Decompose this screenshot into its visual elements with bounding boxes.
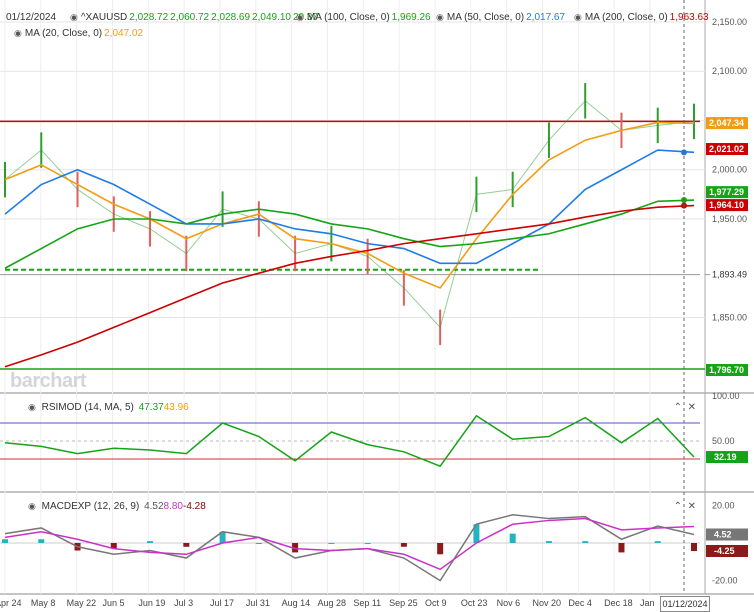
x-tick-label: May 22	[67, 598, 97, 608]
macd-histogram-bar	[437, 543, 444, 555]
legend-ma50[interactable]: ◉ MA (50, Close, 0) 2,017.67	[436, 12, 566, 23]
price-badge-bg	[706, 117, 748, 130]
macd-histogram-bar	[509, 533, 516, 543]
rsi-legend: ◉ RSIMOD (14, MA, 5) 47.3743.96	[28, 402, 189, 413]
legend-symbol[interactable]: ◉ ^XAUUSD 2,028.72 2,060.72 2,028.69 2,0…	[70, 12, 319, 23]
macd-histogram-bar	[473, 524, 480, 543]
price-badge-bg	[706, 364, 748, 376]
rsi-line	[4, 414, 695, 468]
price-badge: 1,977.29	[709, 187, 744, 197]
x-tick-label: Nov 6	[497, 598, 521, 608]
eye-icon[interactable]: ◉	[14, 28, 22, 38]
macd-histogram-bar	[147, 541, 154, 543]
x-tick-label: Aug 28	[318, 598, 347, 608]
macd-histogram-bar	[618, 543, 625, 553]
macd-histogram-bar	[2, 539, 8, 543]
macd-histogram-bar	[219, 531, 226, 543]
x-tick-label: Dec 4	[568, 598, 592, 608]
macd-histogram-bar	[110, 543, 117, 549]
macd-signal-line	[4, 517, 695, 571]
price-badge-bg	[706, 186, 748, 199]
series-line-3	[4, 199, 695, 269]
close-icon[interactable]: ✕	[687, 402, 696, 413]
x-tick-label: Jul 31	[246, 598, 270, 608]
x-tick-label: Dec 18	[604, 598, 633, 608]
macd-histogram-bar	[183, 543, 190, 547]
x-tick-label: Apr 24	[0, 598, 22, 608]
y-tick-label: 1,850.00	[712, 312, 747, 322]
x-tick-label: May 8	[31, 598, 56, 608]
x-tick-label: Sep 25	[389, 598, 418, 608]
x-tick-label: Oct 23	[461, 598, 488, 608]
x-tick-label: Jun 5	[103, 598, 125, 608]
legend-main: ◉ ^XAUUSD 2,028.72 2,060.72 2,028.69 2,0…	[70, 12, 332, 23]
legend-ma20[interactable]: ◉ MA (20, Close, 0) 2,047.02	[14, 28, 144, 39]
price-badge: 2,047.34	[709, 118, 744, 128]
macd-histogram-bar	[400, 543, 407, 547]
price-badge: 2,021.02	[709, 144, 744, 154]
legend-ma200[interactable]: ◉ MA (200, Close, 0) 1,963.63	[574, 12, 709, 23]
macd-histogram-bar	[255, 543, 262, 544]
price-badge-bg	[706, 199, 748, 212]
macd-badge-bg	[706, 544, 748, 557]
x-tick-label: Nov 20	[533, 598, 562, 608]
x-tick-label: Jul 17	[210, 598, 234, 608]
eye-icon[interactable]: ◉	[28, 501, 36, 511]
rsi-tick-label: 50.00	[712, 436, 735, 446]
eye-icon[interactable]: ◉	[70, 12, 78, 22]
macd-tick-label: -20.00	[712, 576, 738, 586]
macd-badge-top: 4.52	[714, 530, 732, 540]
x-tick-label: Aug 14	[282, 598, 311, 608]
y-tick-label: 2,150.00	[712, 17, 747, 27]
y-tick-label: 1,950.00	[712, 214, 747, 224]
x-tick-label: Oct 9	[425, 598, 447, 608]
x-tick-label: Jul 3	[174, 598, 193, 608]
current-date-box: 01/12/2024	[660, 596, 710, 612]
price-badge: 1,893.49	[712, 270, 747, 280]
macd-histogram-bar	[582, 541, 589, 543]
macd-panel-controls: ⌃ ✕	[674, 501, 696, 512]
rsi-panel-controls: ⌃ ✕	[674, 402, 696, 413]
eye-icon[interactable]: ◉	[28, 402, 36, 412]
rsi-badge: 32.19	[714, 452, 737, 462]
eye-icon[interactable]: ◉	[436, 12, 444, 22]
macd-histogram-bar	[292, 543, 299, 553]
eye-icon[interactable]: ◉	[574, 12, 582, 22]
macd-legend: ◉ MACDEXP (12, 26, 9) 4.528.80-4.28	[28, 501, 206, 512]
rsi-badge-bg	[706, 451, 748, 464]
y-tick-label: 2,000.00	[712, 165, 747, 175]
barchart-watermark: barchart	[10, 370, 87, 392]
series-line-4	[4, 204, 695, 368]
macd-histogram-bar	[38, 539, 45, 543]
macd-tick-label: 20.00	[712, 500, 735, 510]
series-line-0	[4, 100, 695, 329]
x-tick-label: Sep 11	[353, 598, 381, 608]
price-badge: 1,796.70	[709, 365, 744, 375]
macd-histogram-bar	[654, 541, 661, 543]
legend-ma100[interactable]: ◉ MA (100, Close, 0) 1,969.26	[296, 12, 431, 23]
rsi-tick-label: 100.00	[712, 391, 740, 401]
x-tick-label: Jan	[640, 598, 655, 608]
macd-badge-top-bg	[706, 528, 748, 541]
x-tick-label: Jun 19	[138, 598, 165, 608]
macd-histogram-bar	[328, 543, 335, 544]
chevron-up-icon[interactable]: ⌃	[673, 402, 683, 413]
price-badge-bg	[706, 143, 748, 156]
header-date: 01/12/2024	[6, 12, 57, 23]
macd-histogram-bar	[691, 543, 697, 552]
chevron-up-icon[interactable]: ⌃	[673, 501, 683, 512]
series-line-2	[4, 149, 695, 265]
price-badge: 1,964.10	[709, 200, 744, 210]
macd-histogram-bar	[364, 543, 371, 544]
series-line-1	[4, 121, 695, 289]
macd-histogram-bar	[545, 541, 552, 543]
eye-icon[interactable]: ◉	[296, 12, 304, 22]
macd-badge: -4.25	[714, 546, 735, 556]
y-tick-label: 2,100.00	[712, 66, 747, 76]
close-icon[interactable]: ✕	[687, 501, 696, 512]
